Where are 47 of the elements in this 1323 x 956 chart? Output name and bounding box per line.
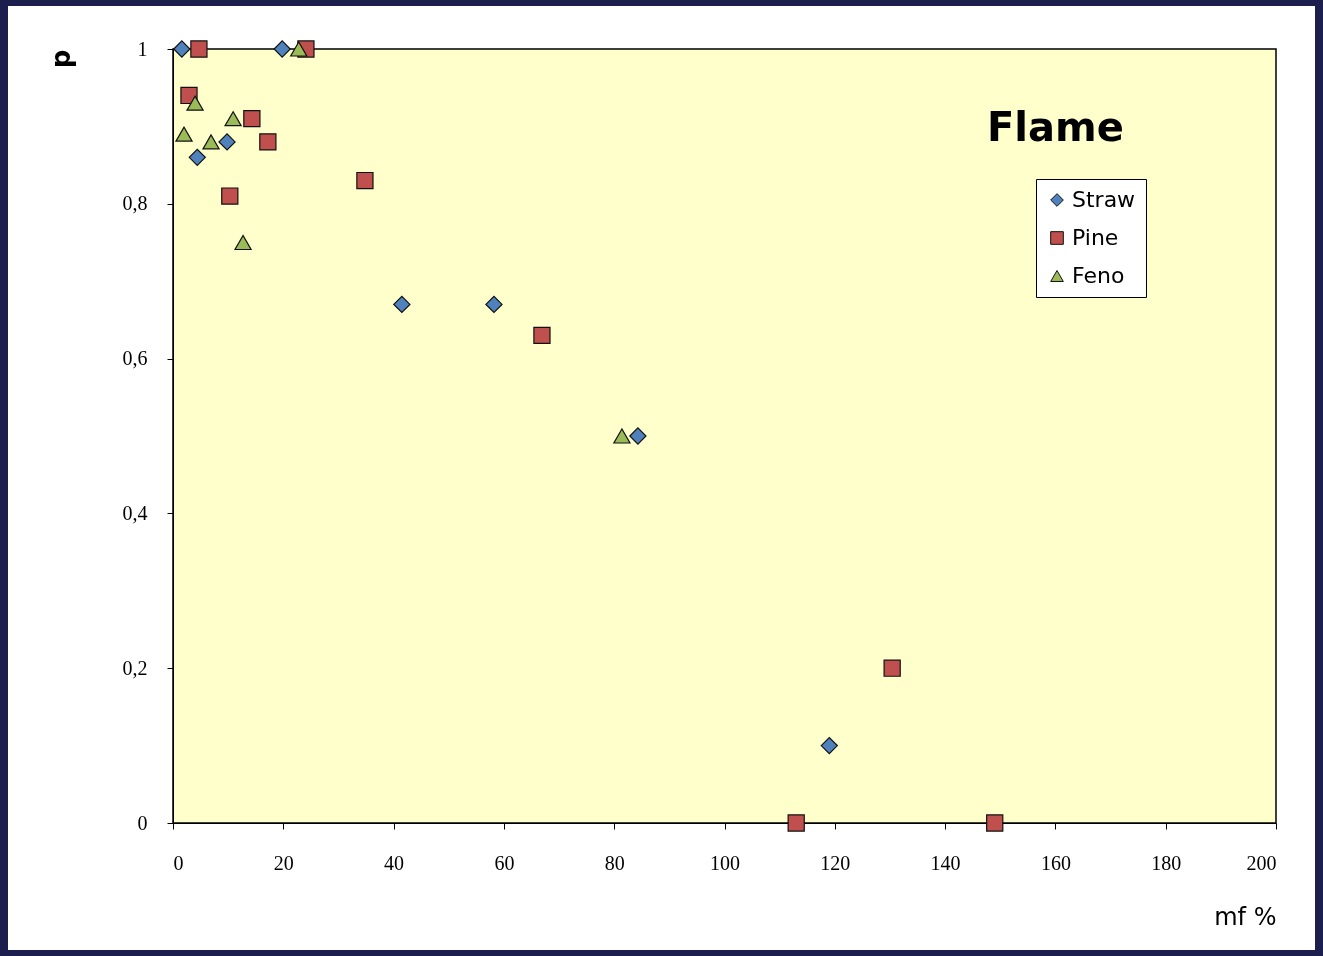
x-tick-label: 160 <box>1040 851 1071 874</box>
legend-label: Pine <box>1072 225 1119 250</box>
legend-label: Straw <box>1072 187 1136 212</box>
y-tick-label: 0,2 <box>122 656 148 679</box>
y-tick-label: 0 <box>137 811 148 834</box>
x-tick-label: 140 <box>930 851 961 874</box>
point <box>485 295 503 314</box>
point <box>175 126 193 142</box>
legend-label: Feno <box>1072 263 1125 288</box>
y-tick-label: 0,8 <box>122 192 148 215</box>
point <box>190 40 208 58</box>
point <box>820 736 838 755</box>
point <box>234 234 252 251</box>
x-axis-title: mf % <box>1214 902 1277 931</box>
point <box>986 814 1004 832</box>
x-tick-label: 20 <box>273 851 294 874</box>
point <box>393 295 411 314</box>
x-tick-label: 200 <box>1246 851 1277 874</box>
point <box>290 41 308 57</box>
point <box>533 326 551 345</box>
y-tick-label: 1 <box>137 37 148 60</box>
point <box>186 95 204 111</box>
point <box>883 659 901 677</box>
point <box>202 134 220 150</box>
y-tick-label: 0,4 <box>122 501 148 524</box>
x-tick-label: 0 <box>173 851 184 874</box>
point <box>273 40 291 58</box>
point <box>224 111 242 127</box>
point <box>173 40 191 58</box>
x-tick-label: 60 <box>494 851 515 874</box>
point <box>218 133 236 151</box>
x-tick-label: 40 <box>384 851 405 874</box>
point <box>259 133 277 151</box>
x-tick-label: 80 <box>604 851 625 874</box>
annotation: Flame <box>986 104 1124 150</box>
point <box>356 171 374 190</box>
point <box>188 148 206 167</box>
y-tick-label: 0,6 <box>122 347 148 370</box>
x-tick-label: 100 <box>710 851 740 874</box>
point <box>243 110 261 128</box>
point <box>613 428 631 444</box>
y-axis-title: p <box>45 49 76 69</box>
point <box>787 814 805 832</box>
x-tick-label: 120 <box>820 851 851 874</box>
point <box>221 187 239 205</box>
x-tick-label: 180 <box>1151 851 1182 874</box>
point <box>629 427 647 445</box>
